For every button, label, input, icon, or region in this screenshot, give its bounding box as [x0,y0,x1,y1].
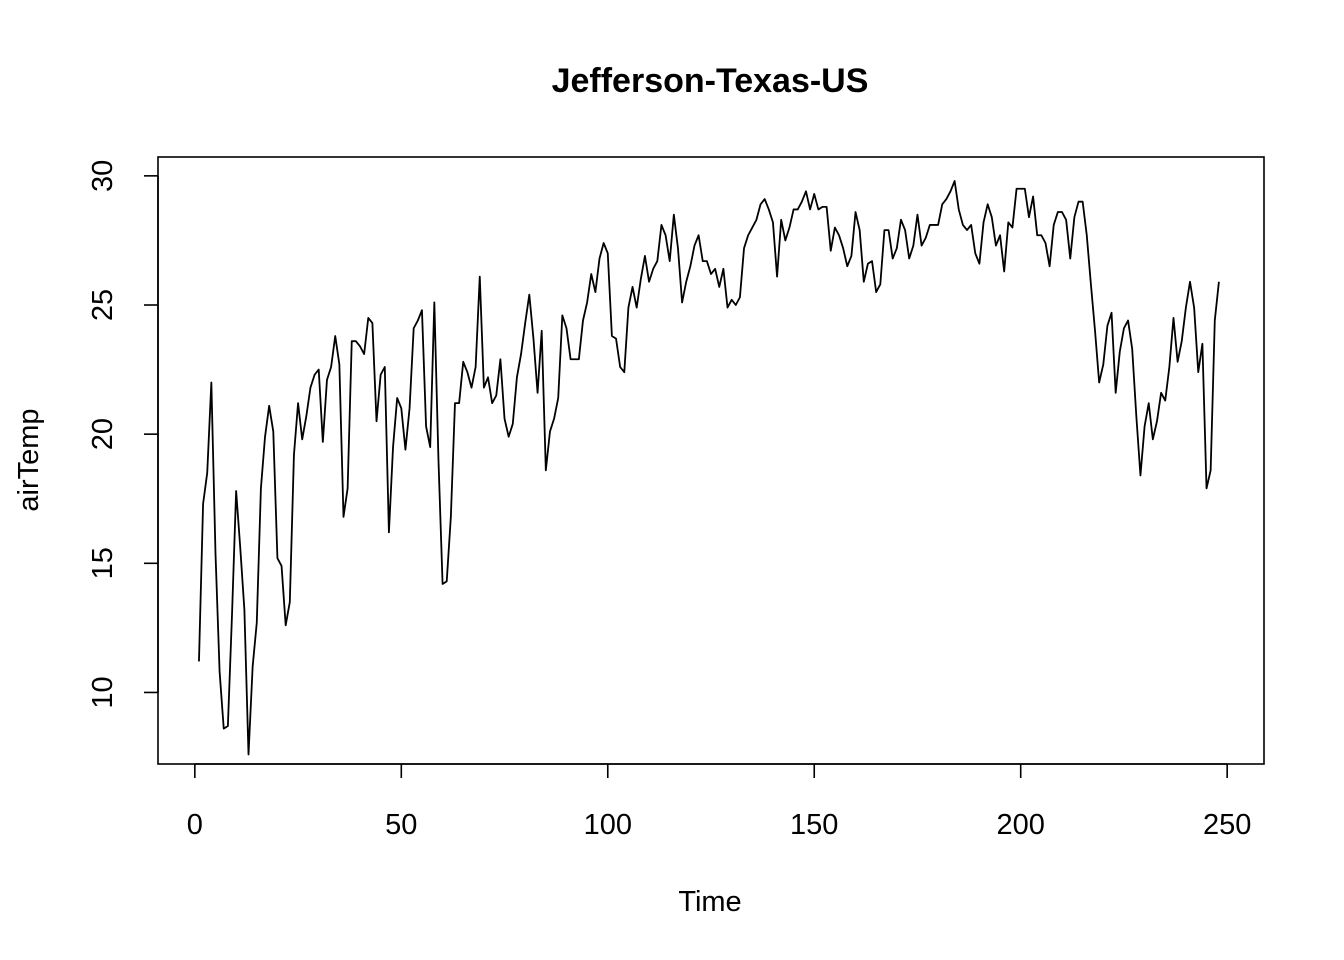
y-tick-label: 30 [87,160,119,192]
x-tick-label: 200 [997,809,1045,841]
airtemp-series-line [198,180,1220,756]
x-axis: 0 50 100 150 200 250 [187,763,1251,841]
x-tick-label: 150 [790,809,838,841]
x-tick-label: 0 [187,809,203,841]
y-tick-label: 25 [87,289,119,321]
chart-title: Jefferson-Texas-US [552,62,869,100]
y-axis-label: airTemp [13,408,45,511]
y-axis: 10 15 20 25 30 [87,160,159,709]
x-tick-label: 250 [1203,809,1251,841]
y-tick-label: 10 [87,676,119,708]
x-tick-label: 100 [584,809,632,841]
x-tick-label: 50 [385,809,417,841]
y-tick-label: 15 [87,547,119,579]
x-axis-label: Time [678,886,741,918]
plot-frame [157,156,1265,765]
y-tick-label: 20 [87,418,119,450]
